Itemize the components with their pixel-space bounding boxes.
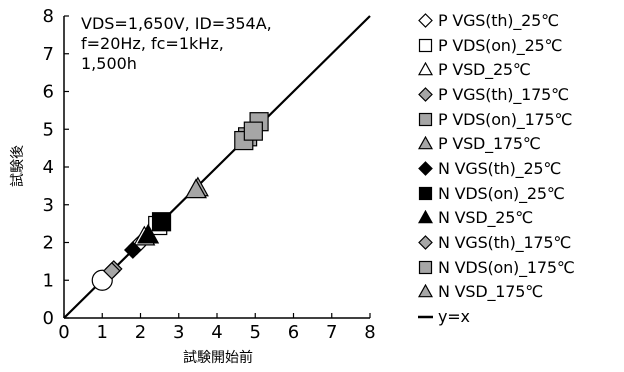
- x-tick-label: 5: [250, 322, 261, 343]
- y-tick-label: 5: [43, 119, 54, 140]
- y-tick-label: 0: [43, 308, 54, 329]
- x-tick-label: 7: [326, 322, 337, 343]
- data-point-square: [151, 212, 172, 232]
- legend-label: N VSD_25℃: [438, 208, 534, 228]
- legend-label: N VGS(th)_175℃: [438, 233, 572, 253]
- diamond-marker-icon: [418, 235, 433, 250]
- legend-label: y=x: [438, 307, 470, 327]
- x-tick-label: 8: [364, 322, 375, 343]
- y-tick-label: 8: [43, 6, 54, 27]
- legend-diamond-marker: [418, 235, 433, 250]
- legend-item: N VSD_25℃: [418, 206, 622, 231]
- legend-square-marker: [418, 260, 433, 274]
- x-tick-label: 6: [288, 322, 299, 343]
- diamond-marker-icon: [418, 161, 433, 176]
- annotation-line: f=20Hz, fc=1kHz,: [81, 34, 224, 53]
- legend-label: P VGS(th)_25℃: [438, 10, 559, 30]
- legend-item: N VSD_175℃: [418, 280, 622, 305]
- legend-item: P VDS(on)_25℃: [418, 33, 622, 58]
- data-point-triangle: [184, 178, 207, 199]
- triangle-marker-icon: [418, 210, 433, 225]
- data-point-diamond: [124, 241, 142, 259]
- legend-square-marker: [418, 186, 433, 200]
- legend-item: N VDS(on)_175℃: [418, 255, 622, 280]
- legend-item: P VGS(th)_175℃: [418, 82, 622, 107]
- diamond-marker-icon: [418, 12, 433, 28]
- triangle-marker-icon: [418, 136, 433, 151]
- data-points: [91, 112, 269, 291]
- legend-square-marker: [418, 38, 433, 52]
- x-axis-label: 試験開始前: [183, 349, 253, 366]
- y-tick-label: 3: [43, 195, 54, 216]
- diamond-marker-icon: [418, 87, 433, 102]
- legend-label: N VGS(th)_25℃: [438, 158, 562, 178]
- legend-item: N VDS(on)_25℃: [418, 181, 622, 206]
- y-tick-label: 6: [43, 82, 54, 103]
- legend-triangle-marker: [418, 210, 433, 224]
- chart-area: 0 1 2 3 4 5 6 7 8 0 1 2 3 4 5 6 7 8 VDS=1,650V, ID=354A,f…: [10, 6, 376, 366]
- legend-item: y=x: [418, 304, 622, 329]
- legend-square-marker: [418, 112, 433, 126]
- annotation-line: 1,500h: [81, 54, 137, 73]
- legend-triangle-marker: [418, 284, 433, 298]
- legend-item: P VGS(th)_25℃: [418, 8, 622, 33]
- legend-item: P VSD_175℃: [418, 131, 622, 156]
- line-swatch: [418, 309, 433, 324]
- legend-label: N VDS(on)_25℃: [438, 183, 565, 203]
- x-tick-label: 0: [58, 322, 69, 343]
- legend-item: P VSD_25℃: [418, 57, 622, 82]
- legend-label: P VSD_175℃: [438, 134, 541, 154]
- annotation: VDS=1,650V, ID=354A,f=20Hz, fc=1kHz,1,50…: [81, 14, 272, 73]
- y-tick-label: 2: [43, 233, 54, 254]
- legend-label: P VGS(th)_175℃: [438, 84, 569, 104]
- tick-labels: 0 1 2 3 4 5 6 7 8 0 1 2 3 4 5 6 7 8: [43, 6, 376, 343]
- legend-label: P VDS(on)_25℃: [438, 35, 563, 55]
- data-point-circle: [91, 269, 113, 291]
- x-tick-label: 4: [211, 322, 222, 343]
- legend-triangle-marker: [418, 136, 433, 150]
- x-tick-label: 2: [135, 322, 146, 343]
- square-marker-icon: [418, 38, 433, 53]
- legend-item: P VDS(on)_175℃: [418, 107, 622, 132]
- legend-diamond-marker: [418, 12, 433, 28]
- triangle-marker-icon: [418, 284, 433, 299]
- legend-label: P VSD_25℃: [438, 60, 531, 80]
- square-marker-icon: [418, 186, 433, 201]
- y-tick-label: 7: [43, 44, 54, 65]
- annotation-line: VDS=1,650V, ID=354A,: [81, 14, 272, 33]
- legend-diamond-marker: [418, 161, 433, 176]
- data-point-square: [243, 121, 263, 141]
- data-point-triangle: [137, 223, 160, 244]
- x-tick-label: 3: [173, 322, 184, 343]
- legend-triangle-marker: [418, 62, 433, 76]
- square-marker-icon: [418, 260, 433, 275]
- legend-diamond-marker: [418, 87, 433, 102]
- y-tick-label: 1: [43, 270, 54, 291]
- legend: P VGS(th)_25℃ P VDS(on)_25℃ P VSD_25℃ P VGS…: [418, 8, 622, 329]
- square-marker-icon: [418, 112, 433, 127]
- x-tick-label: 1: [97, 322, 108, 343]
- legend-label: N VDS(on)_175℃: [438, 257, 575, 277]
- legend-label: N VSD_175℃: [438, 282, 543, 302]
- legend-item: N VGS(th)_175℃: [418, 230, 622, 255]
- legend-label: P VDS(on)_175℃: [438, 109, 573, 129]
- y-axis-label: 試験後: [10, 145, 26, 187]
- triangle-marker-icon: [418, 62, 433, 77]
- data-point-diamond: [102, 261, 121, 280]
- legend-item: N VGS(th)_25℃: [418, 156, 622, 181]
- y-tick-label: 4: [43, 157, 54, 178]
